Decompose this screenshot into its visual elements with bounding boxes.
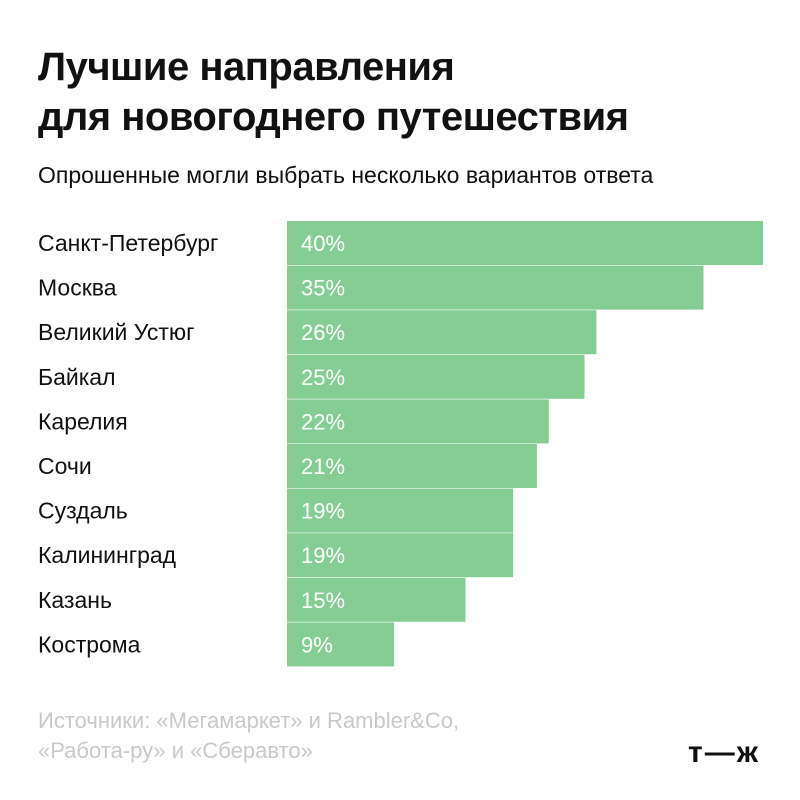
category-label-9: Казань [38, 587, 112, 613]
value-label-9: 15% [301, 588, 345, 613]
category-label-7: Суздаль [38, 498, 128, 524]
bar-7 [287, 488, 514, 533]
source-note: Источники: «Мегамаркет» и Rambler&Co, «Р… [38, 706, 459, 766]
value-label-7: 19% [301, 499, 345, 524]
value-label-8: 19% [301, 543, 345, 568]
chart-subtitle: Опрошенные могли выбрать несколько вариа… [38, 162, 654, 188]
value-label-1: 40% [301, 231, 345, 256]
bar-5 [287, 399, 549, 444]
bar-9 [287, 577, 466, 622]
value-label-2: 35% [301, 276, 345, 301]
category-label-4: Байкал [38, 364, 116, 390]
chart-title: Лучшие направления для новогоднего путеш… [38, 42, 758, 142]
bar-10 [287, 622, 395, 667]
bar-4 [287, 354, 585, 399]
value-label-4: 25% [301, 365, 345, 390]
category-label-3: Великий Устюг [38, 319, 195, 345]
chart-title-line-1: Лучшие направления [38, 45, 455, 89]
chart-title-line-2: для новогоднего путешествия [38, 95, 629, 139]
bar-2 [287, 265, 704, 310]
category-label-5: Карелия [38, 408, 128, 434]
bar-3 [287, 310, 597, 355]
brand-logo: т—ж [688, 736, 760, 769]
value-label-3: 26% [301, 320, 345, 345]
category-label-10: Кострома [38, 631, 141, 657]
category-label-8: Калининград [38, 542, 177, 568]
bar-1 [287, 221, 763, 265]
bar-8 [287, 533, 514, 578]
value-label-6: 21% [301, 454, 345, 479]
bar-6 [287, 444, 537, 488]
category-label-6: Сочи [38, 453, 92, 479]
source-line-2: «Работа-ру» и «Сберавто» [38, 738, 313, 763]
value-label-5: 22% [301, 409, 345, 434]
category-label-2: Москва [38, 275, 117, 301]
value-label-10: 9% [301, 632, 333, 657]
category-label-1: Санкт-Петербург [38, 230, 218, 256]
source-line-1: Источники: «Мегамаркет» и Rambler&Co, [38, 708, 460, 733]
